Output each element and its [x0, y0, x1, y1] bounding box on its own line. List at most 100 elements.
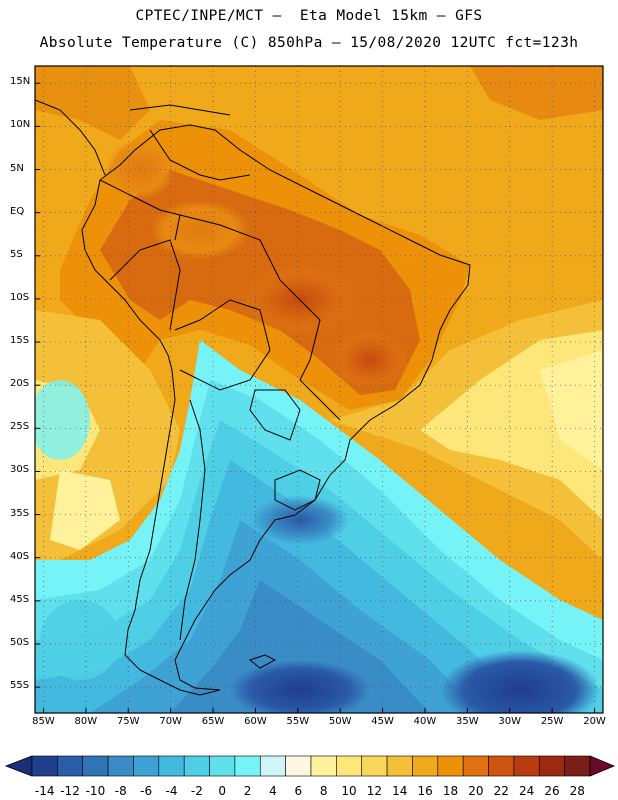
coastline-central-america [35, 99, 106, 176]
plot-frame [34, 65, 604, 714]
longitude-label: 45W [371, 716, 394, 727]
colorbar-label: 8 [319, 784, 328, 798]
longitude-label: 60W [244, 716, 267, 727]
longitude-label: 50W [328, 716, 352, 727]
latitude-label: 55S [10, 680, 30, 692]
latitude-label: 45S [10, 593, 30, 605]
border-argentina-chile [179, 399, 206, 641]
temperature-field [35, 66, 603, 713]
field-warm-core-2 [105, 140, 175, 200]
longitude-label: 80W [74, 716, 98, 727]
colorbar-over-arrow [589, 755, 616, 777]
field-cold-core-south [230, 660, 370, 713]
longitude-label: 75W [116, 716, 140, 727]
border-uruguay [274, 469, 321, 511]
colorbar-bin [488, 755, 515, 777]
colorbar-label: 12 [366, 784, 383, 798]
colorbar-label: -10 [85, 784, 106, 798]
colorbar-label: 16 [417, 784, 433, 798]
field-warm-north [35, 66, 150, 140]
colorbar-label: 20 [468, 784, 484, 798]
coastline-south-america [81, 124, 471, 696]
colorbar-bin [564, 755, 591, 777]
colorbar-label: 6 [294, 784, 303, 798]
latitude-label: 30S [10, 464, 30, 476]
colorbar-label: 4 [269, 784, 277, 798]
colorbar-label: -4 [165, 784, 178, 798]
latitude-label: 40S [10, 550, 30, 562]
colorbar-bin [31, 755, 58, 777]
field-warm-core [150, 200, 250, 260]
colorbar-label: 0 [218, 784, 227, 798]
map-title-line-1: CPTEC/INPE/MCT – Eta Model 15km – GFS [135, 8, 483, 24]
border-colombia [99, 179, 181, 241]
field-cold-core-uruguay [250, 495, 350, 545]
colorbar-bin [107, 755, 134, 777]
colorbar-label: 22 [493, 784, 509, 798]
colorbar-label: 28 [569, 784, 585, 798]
field-pale-pacific-south [50, 470, 120, 550]
border-bolivia [174, 299, 271, 391]
field-warm-northeast [470, 66, 603, 120]
colorbar-label: 26 [544, 784, 560, 798]
latitude-label: 10S [10, 291, 30, 303]
colorbar-under-arrow [4, 755, 33, 777]
field-hot-core-2 [330, 330, 410, 390]
colorbar [4, 755, 616, 777]
field-pale-8-10 [540, 350, 603, 470]
longitude-label: 25W [540, 716, 564, 727]
longitude-label: 70W [159, 716, 182, 727]
colorbar-bin [462, 755, 489, 777]
colorbar-bin [437, 755, 464, 777]
colorbar-bin [183, 755, 210, 777]
longitude-label: 55W [286, 716, 310, 727]
field-cold-core-southatlantic [440, 650, 600, 713]
field-cold-pacific-south [40, 600, 120, 680]
colorbar-bin [538, 755, 565, 777]
latitude-label: 5S [10, 248, 23, 260]
border-venezuela [149, 129, 251, 181]
colorbar-label: -12 [60, 784, 80, 798]
coastline-caribbean [129, 104, 231, 116]
colorbar-label: -8 [114, 784, 127, 798]
colorbar-label: -2 [190, 784, 203, 798]
latitude-label: 25S [10, 421, 30, 433]
latitude-label: 10N [10, 119, 31, 131]
border-brazil [179, 214, 341, 421]
border-paraguay [249, 389, 301, 441]
colorbar-bin [234, 755, 261, 777]
longitude-label: 85W [32, 716, 55, 727]
latitude-label: 15N [10, 76, 31, 88]
colorbar-label: 18 [442, 784, 459, 798]
latitude-label: 35S [10, 507, 30, 519]
colorbar-bin [82, 755, 109, 777]
latitude-label: 50S [10, 636, 30, 648]
colorbar-bin [285, 755, 312, 777]
colorbar-bin [158, 755, 185, 777]
colorbar-bin [412, 755, 439, 777]
latitude-label: EQ [10, 205, 25, 217]
colorbar-label: -14 [34, 784, 55, 798]
map-title-line-2: Absolute Temperature (C) 850hPa – 15/08/… [39, 35, 579, 51]
colorbar-label: -6 [140, 784, 153, 798]
colorbar-bin [259, 755, 286, 777]
longitude-label: 40W [413, 716, 437, 727]
latitude-label: 5N [10, 162, 24, 174]
colorbar-bin [133, 755, 160, 777]
border-peru [109, 239, 181, 331]
longitude-label: 20W [583, 716, 606, 727]
coastline-malvinas [248, 654, 277, 669]
field-cold-pacific-spot [35, 380, 90, 460]
country-borders [35, 99, 471, 696]
colorbar-bin [57, 755, 84, 777]
colorbar-label: 2 [243, 784, 252, 798]
latitude-label: 20S [10, 378, 30, 390]
colorbar-label: 14 [392, 784, 408, 798]
colorbar-label: 10 [341, 784, 357, 798]
axis-ticks [35, 82, 596, 713]
longitude-label: 65W [201, 716, 225, 727]
colorbar-bin [386, 755, 413, 777]
colorbar-bin [513, 755, 540, 777]
longitude-label: 30W [498, 716, 522, 727]
